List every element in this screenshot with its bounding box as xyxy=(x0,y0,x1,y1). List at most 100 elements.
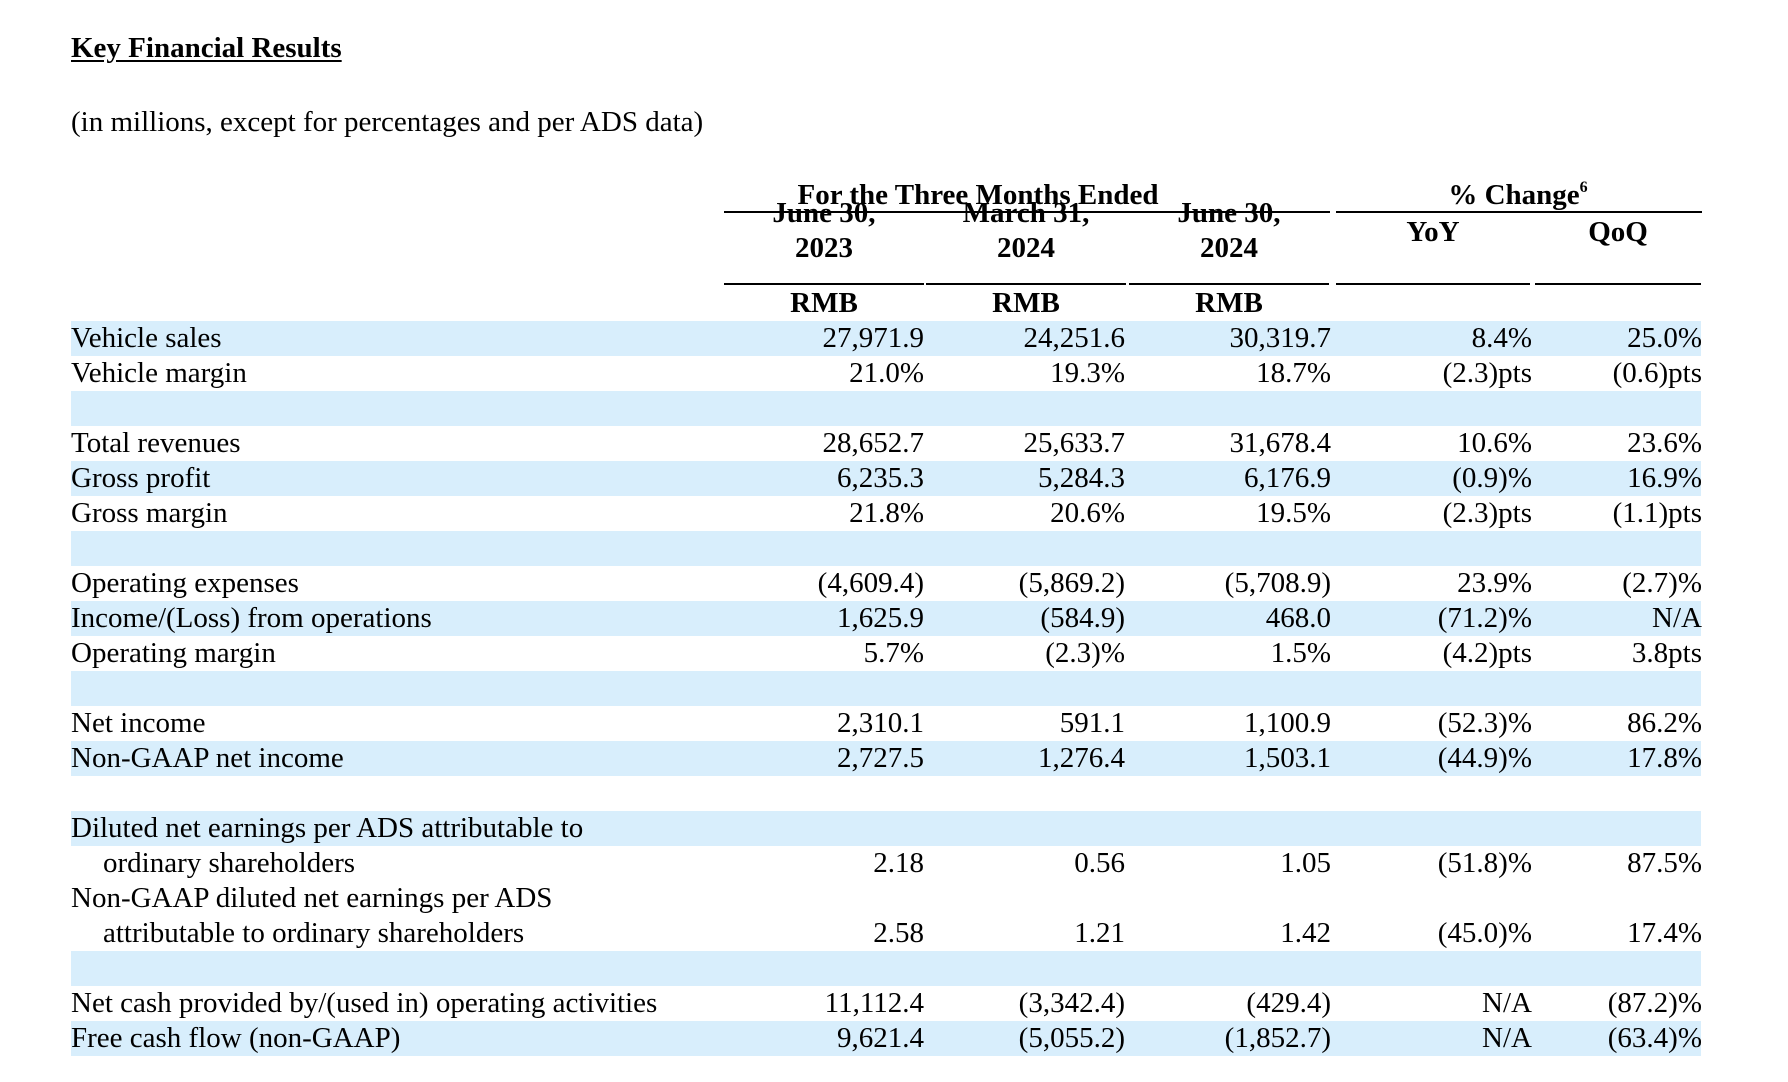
cell-col-1: 6,235.3 xyxy=(837,462,924,494)
row-label: Non-GAAP diluted net earnings per ADS xyxy=(71,882,553,914)
cell-col-5: 17.8% xyxy=(1627,742,1702,774)
cell-col-1: 2,727.5 xyxy=(837,742,924,774)
cell-col-4: (52.3)% xyxy=(1437,707,1532,739)
cell-col-1: 11,112.4 xyxy=(824,987,924,1019)
row-label: Gross profit xyxy=(71,462,211,494)
row-band xyxy=(71,741,1701,776)
cell-col-1: 2.58 xyxy=(873,917,924,949)
page-subtitle: (in millions, except for percentages and… xyxy=(71,106,704,138)
row-label: Diluted net earnings per ADS attributabl… xyxy=(71,812,584,844)
column-header-1-line2: 2023 xyxy=(795,232,853,264)
cell-col-3: 1,100.9 xyxy=(1244,707,1331,739)
row-band xyxy=(71,951,1701,986)
column-unit-1: RMB xyxy=(790,287,858,319)
row-band xyxy=(71,321,1701,356)
row-band xyxy=(71,391,1701,426)
cell-col-1: 28,652.7 xyxy=(822,427,925,459)
cell-col-2: 1.21 xyxy=(1074,917,1125,949)
cell-col-3: (1,852.7) xyxy=(1224,1022,1331,1054)
row-band xyxy=(71,811,1701,846)
column-header-rule xyxy=(1129,283,1329,285)
cell-col-5: 87.5% xyxy=(1627,847,1702,879)
cell-col-1: 5.7% xyxy=(863,637,924,669)
change-footnote-marker: 6 xyxy=(1579,179,1588,196)
cell-col-2: 5,284.3 xyxy=(1038,462,1125,494)
cell-col-1: 21.0% xyxy=(849,357,924,389)
column-header-2-line2: 2024 xyxy=(997,232,1055,264)
row-band xyxy=(71,531,1701,566)
cell-col-3: 1,503.1 xyxy=(1244,742,1331,774)
row-label: Operating margin xyxy=(71,637,276,669)
row-label: Income/(Loss) from operations xyxy=(71,602,432,634)
cell-col-1: 1,625.9 xyxy=(837,602,924,634)
row-label-continued: ordinary shareholders xyxy=(103,847,356,879)
cell-col-3: 18.7% xyxy=(1256,357,1331,389)
cell-col-4: (2.3)pts xyxy=(1442,357,1532,389)
cell-col-4: 8.4% xyxy=(1471,322,1532,354)
column-header-1-line1: June 30, xyxy=(772,197,876,229)
cell-col-5: 23.6% xyxy=(1627,427,1702,459)
cell-col-4: 10.6% xyxy=(1457,427,1532,459)
period-group-header: For the Three Months Ended xyxy=(797,179,1159,211)
change-group-header: % Change6 xyxy=(1448,179,1588,211)
cell-col-1: 27,971.9 xyxy=(822,322,925,354)
cell-col-3: 1.42 xyxy=(1280,917,1331,949)
column-unit-3: RMB xyxy=(1195,287,1263,319)
row-band xyxy=(71,671,1701,706)
row-label: Gross margin xyxy=(71,497,228,529)
cell-col-2: (584.9) xyxy=(1040,602,1125,634)
column-header-rule xyxy=(1535,283,1701,285)
cell-col-5: (1.1)pts xyxy=(1612,497,1702,529)
row-label: Free cash flow (non-GAAP) xyxy=(71,1022,401,1054)
row-label: Vehicle margin xyxy=(71,357,247,389)
cell-col-3: 30,319.7 xyxy=(1229,322,1332,354)
cell-col-2: 0.56 xyxy=(1074,847,1125,879)
cell-col-4: (4.2)pts xyxy=(1442,637,1532,669)
cell-col-2: 591.1 xyxy=(1059,707,1125,739)
row-label: Vehicle sales xyxy=(71,322,222,354)
cell-col-5: (63.4)% xyxy=(1607,1022,1702,1054)
cell-col-4: (0.9)% xyxy=(1452,462,1532,494)
cell-col-3: 1.5% xyxy=(1270,637,1331,669)
cell-col-4: (71.2)% xyxy=(1437,602,1532,634)
row-label: Total revenues xyxy=(71,427,241,459)
cell-col-2: 25,633.7 xyxy=(1023,427,1126,459)
cell-col-2: (3,342.4) xyxy=(1018,987,1125,1019)
cell-col-3: 1.05 xyxy=(1280,847,1331,879)
cell-col-1: (4,609.4) xyxy=(817,567,924,599)
cell-col-1: 9,621.4 xyxy=(837,1022,924,1054)
row-band xyxy=(71,601,1701,636)
column-unit-2: RMB xyxy=(992,287,1060,319)
cell-col-2: (5,055.2) xyxy=(1018,1022,1125,1054)
cell-col-5: 3.8pts xyxy=(1631,637,1702,669)
page-title: Key Financial Results xyxy=(71,32,342,64)
cell-col-2: 20.6% xyxy=(1050,497,1125,529)
cell-col-2: (2.3)% xyxy=(1045,637,1125,669)
row-label: Operating expenses xyxy=(71,567,299,599)
cell-col-2: 24,251.6 xyxy=(1023,322,1126,354)
column-header-rule xyxy=(724,283,924,285)
cell-col-3: 31,678.4 xyxy=(1229,427,1332,459)
cell-col-1: 21.8% xyxy=(849,497,924,529)
period-group-rule xyxy=(724,211,1330,213)
cell-col-5: (87.2)% xyxy=(1607,987,1702,1019)
cell-col-5: (2.7)% xyxy=(1622,567,1702,599)
column-header-rule xyxy=(1336,283,1530,285)
row-label: Non-GAAP net income xyxy=(71,742,344,774)
cell-col-3: 6,176.9 xyxy=(1244,462,1331,494)
cell-col-4: (45.0)% xyxy=(1437,917,1532,949)
cell-col-4: (2.3)pts xyxy=(1442,497,1532,529)
cell-col-5: (0.6)pts xyxy=(1612,357,1702,389)
cell-col-2: 19.3% xyxy=(1050,357,1125,389)
row-band xyxy=(71,1021,1701,1056)
cell-col-5: N/A xyxy=(1652,602,1702,634)
column-header-3-line1: June 30, xyxy=(1177,197,1281,229)
cell-col-3: 468.0 xyxy=(1265,602,1331,634)
cell-col-4: (51.8)% xyxy=(1437,847,1532,879)
column-header-2-line1: March 31, xyxy=(962,197,1090,229)
row-label-continued: attributable to ordinary shareholders xyxy=(103,917,525,949)
cell-col-3: (429.4) xyxy=(1246,987,1331,1019)
cell-col-4: N/A xyxy=(1482,1022,1532,1054)
column-header-rule xyxy=(926,283,1126,285)
